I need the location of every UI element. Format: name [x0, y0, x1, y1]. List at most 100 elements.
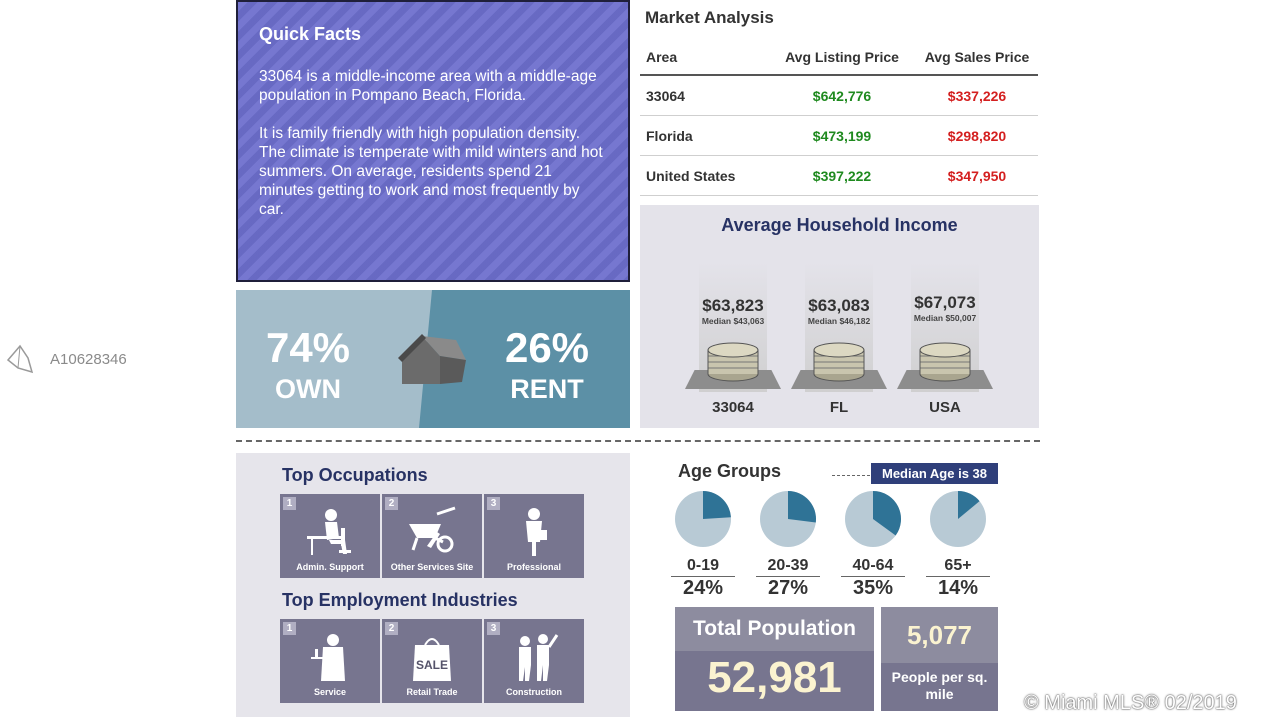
age-percent: 27% — [767, 577, 809, 599]
row-listing-price: $642,776 — [812, 87, 872, 104]
income-label: USA — [929, 399, 961, 416]
row-sales-price: $298,820 — [947, 127, 1007, 144]
waiter-icon — [311, 634, 345, 681]
income-median: Median $50,007 — [913, 313, 977, 323]
tile-caption: Construction — [506, 687, 562, 697]
industries-title: Top Employment Industries — [282, 590, 518, 610]
tile-number: 3 — [487, 622, 500, 635]
quick-facts-paragraph-2: It is family friendly with high populati… — [259, 125, 603, 218]
section-divider — [236, 440, 1040, 442]
tile-caption: Other Services Site — [390, 562, 474, 572]
header-area: Area — [646, 49, 678, 65]
income-label: FL — [829, 399, 849, 416]
tile-number: 3 — [487, 497, 500, 510]
wheelbarrow-icon — [409, 506, 456, 553]
market-analysis-table: Market Analysis Area Avg Listing Price A… — [640, 0, 1038, 200]
table-row: Florida $473,199 $298,820 — [640, 116, 1038, 156]
header-sales-price: Avg Sales Price — [924, 49, 1030, 65]
row-sales-price: $347,950 — [947, 167, 1007, 184]
income-label: 33064 — [712, 399, 754, 416]
pie-slice — [958, 491, 980, 519]
population-density-value: 5,077 — [881, 607, 998, 663]
age-range: 65+ — [926, 557, 990, 577]
tile-caption: Retail Trade — [406, 687, 458, 697]
age-percent: 35% — [852, 577, 894, 599]
income-median: Median $46,182 — [807, 316, 871, 326]
copyright-watermark: © Miami MLS® 02/2019 — [1024, 692, 1237, 714]
office-worker-icon — [307, 509, 351, 555]
tile-caption: Admin. Support — [296, 562, 364, 572]
table-row: United States $397,222 $347,950 — [640, 156, 1038, 196]
population-density-box: 5,077 People per sq. mile — [881, 607, 998, 711]
age-dash-line — [832, 475, 870, 476]
rent-percent: 26% — [504, 324, 590, 371]
age-percent: 14% — [937, 577, 979, 599]
rent-block: 26% RENT — [492, 324, 602, 405]
occupation-tile: 3 Professional — [484, 494, 584, 578]
occupations-panel: Top Occupations 1 Admin. Support 2 Other… — [236, 453, 630, 717]
construction-workers-icon — [519, 634, 559, 681]
income-median: Median $43,063 — [701, 316, 765, 326]
total-population-box: Total Population 52,981 — [675, 607, 874, 711]
median-age-badge: Median Age is 38 — [871, 463, 998, 484]
own-label: OWN — [275, 374, 341, 404]
total-population-label: Total Population — [675, 607, 874, 651]
tile-caption: Professional — [506, 562, 562, 572]
age-pie-chart — [845, 491, 901, 547]
industry-tile: 2 SALE Retail Trade — [382, 619, 482, 703]
age-group-column: 40-64 35% — [841, 490, 905, 602]
age-pie-chart — [930, 491, 986, 547]
own-block: 74% OWN — [256, 326, 360, 405]
sale-bag-icon: SALE — [413, 638, 451, 681]
rent-label: RENT — [510, 374, 584, 404]
header-listing-price: Avg Listing Price — [785, 49, 899, 65]
coin-stack-icon — [813, 342, 865, 382]
coin-stack-icon — [919, 342, 971, 382]
row-area: 33064 — [646, 87, 685, 104]
quick-facts-title: Quick Facts — [259, 24, 362, 44]
professional-icon — [526, 508, 547, 556]
pie-slice — [873, 491, 901, 536]
population-density-label: People per sq. mile — [891, 669, 988, 702]
coin-stack-icon — [707, 342, 759, 382]
market-header-row: Area Avg Listing Price Avg Sales Price — [640, 40, 1038, 76]
row-listing-price: $473,199 — [812, 127, 872, 144]
row-area: Florida — [646, 127, 693, 144]
tile-number: 2 — [385, 497, 398, 510]
income-title: Average Household Income — [721, 215, 958, 235]
tile-number: 2 — [385, 622, 398, 635]
age-range: 0-19 — [671, 557, 735, 577]
market-analysis-title: Market Analysis — [645, 8, 774, 27]
age-group-column: 20-39 27% — [756, 490, 820, 602]
house-icon — [398, 334, 466, 384]
sale-bag-text: SALE — [416, 658, 448, 672]
income-column-33064: $63,823 Median $43,063 33064 — [685, 262, 781, 422]
income-value: $67,073 — [914, 293, 976, 312]
occupations-title: Top Occupations — [282, 465, 428, 485]
income-column-usa: $67,073 Median $50,007 USA — [897, 262, 993, 422]
industry-tile: 1 Service — [280, 619, 380, 703]
age-group-column: 0-19 24% — [671, 490, 735, 602]
occupation-tile: 2 Other Services Site — [382, 494, 482, 578]
age-range: 20-39 — [756, 557, 820, 577]
industry-tile: 3 Construction — [484, 619, 584, 703]
age-pie-chart — [675, 491, 731, 547]
table-row: 33064 $642,776 $337,226 — [640, 76, 1038, 116]
income-column-fl: $63,083 Median $46,182 FL — [791, 262, 887, 422]
age-pie-chart — [760, 491, 817, 547]
listing-id: A10628346 — [50, 351, 127, 368]
age-range: 40-64 — [841, 557, 905, 577]
income-value: $63,083 — [808, 296, 870, 315]
own-rent-panel: 74% OWN 26% RENT — [236, 290, 630, 428]
row-area: United States — [646, 167, 736, 184]
age-group-column: 65+ 14% — [926, 490, 990, 602]
row-sales-price: $337,226 — [947, 87, 1007, 104]
tile-number: 1 — [283, 497, 296, 510]
pie-slice — [703, 491, 731, 519]
quick-facts-paragraph-1: 33064 is a middle-income area with a mid… — [259, 68, 597, 104]
row-listing-price: $397,222 — [812, 167, 872, 184]
income-value: $63,823 — [702, 296, 764, 315]
quick-facts-panel: Quick Facts 33064 is a middle-income are… — [236, 0, 630, 282]
occupation-tile: 1 Admin. Support — [280, 494, 380, 578]
mls-logo-icon — [6, 344, 34, 374]
